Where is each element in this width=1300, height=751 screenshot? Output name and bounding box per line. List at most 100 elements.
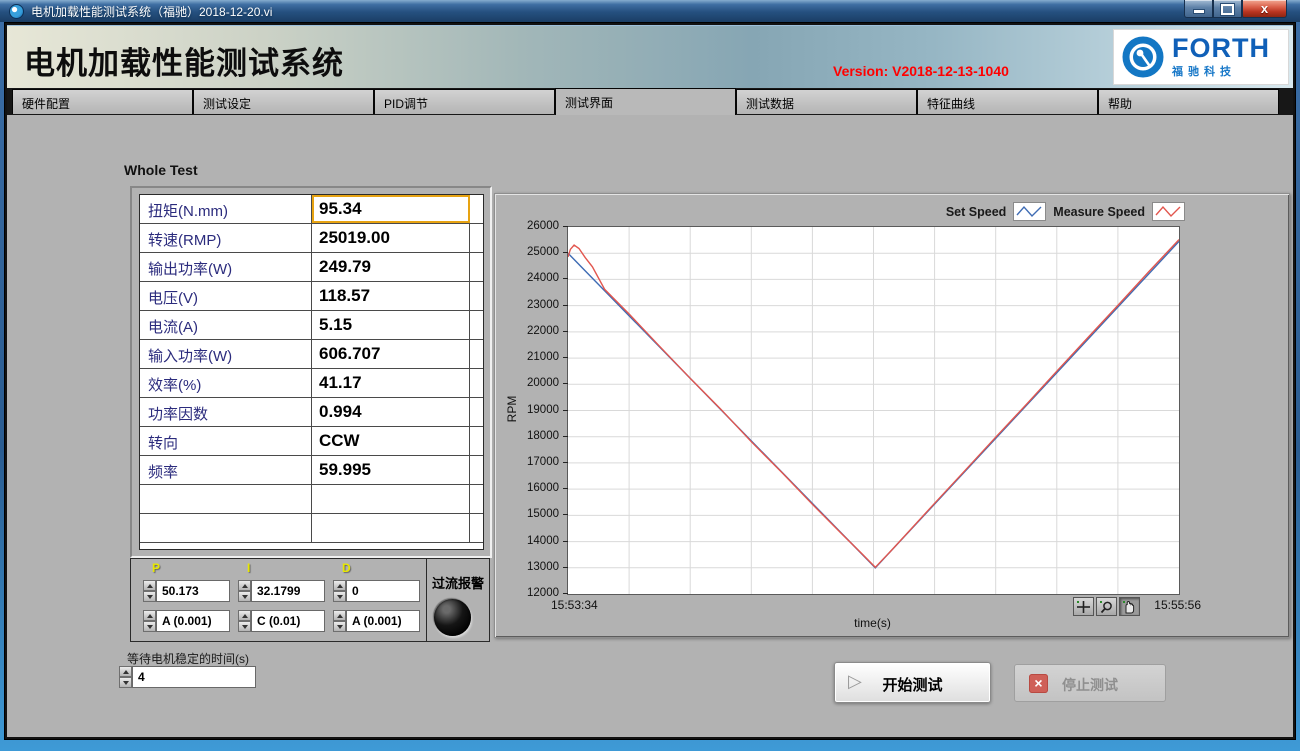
spinner-down-button[interactable] xyxy=(238,621,251,632)
up-arrow-icon xyxy=(241,583,248,588)
pid-gain-control xyxy=(238,610,325,632)
y-tick-label: 19000 xyxy=(527,403,559,416)
up-arrow-icon xyxy=(146,583,153,588)
maximize-button[interactable] xyxy=(1213,0,1242,18)
down-arrow-icon xyxy=(122,680,129,685)
tab-test-interface[interactable]: 测试界面 xyxy=(555,88,736,115)
measurement-value[interactable]: 95.34 xyxy=(312,195,470,223)
y-tick-label: 15000 xyxy=(527,508,559,521)
measurement-value[interactable]: 118.57 xyxy=(312,282,470,310)
spinner-up-button[interactable] xyxy=(333,580,346,591)
measurement-stub xyxy=(470,456,483,484)
legend-plot-box[interactable] xyxy=(1152,202,1185,221)
play-icon: ▷ xyxy=(848,671,862,691)
overcurrent-alarm-led xyxy=(434,599,471,636)
table-row: 输入功率(W) 606.707 xyxy=(140,340,483,369)
crosshair-tool-button[interactable] xyxy=(1073,597,1094,616)
tab-bar: 硬件配置 测试设定 PID调节 测试界面 测试数据 特征曲线 帮助 xyxy=(7,88,1293,115)
spinner-down-button[interactable] xyxy=(143,591,156,602)
measurement-value[interactable] xyxy=(312,514,470,542)
measurement-label: 输出功率(W) xyxy=(140,253,312,281)
spinner-up-button[interactable] xyxy=(119,666,132,677)
measurement-label: 频率 xyxy=(140,456,312,484)
version-label: Version: xyxy=(833,63,889,79)
spinner-down-button[interactable] xyxy=(333,591,346,602)
spinner-down-button[interactable] xyxy=(119,677,132,688)
pid-p-value-input[interactable] xyxy=(156,580,230,602)
y-tick-mark xyxy=(563,514,568,516)
measurement-value[interactable]: 606.707 xyxy=(312,340,470,368)
pid-i-gain-input[interactable] xyxy=(251,610,325,632)
y-tick-label: 18000 xyxy=(527,429,559,442)
pid-i-value-input[interactable] xyxy=(251,580,325,602)
chart-plot-area[interactable] xyxy=(567,226,1180,595)
y-tick-mark xyxy=(563,488,568,490)
tab-characteristic-curve[interactable]: 特征曲线 xyxy=(917,89,1098,114)
pid-d-gain-input[interactable] xyxy=(346,610,420,632)
measurement-value[interactable]: 59.995 xyxy=(312,456,470,484)
measurement-label: 效率(%) xyxy=(140,369,312,397)
measurement-value[interactable]: 41.17 xyxy=(312,369,470,397)
up-arrow-icon xyxy=(336,613,343,618)
measurement-stub xyxy=(470,224,483,252)
measurement-label xyxy=(140,514,312,542)
spinner-up-button[interactable] xyxy=(143,610,156,621)
x-axis-end-label: 15:55:56 xyxy=(1154,598,1201,612)
measurement-value[interactable]: 5.15 xyxy=(312,311,470,339)
pid-d-value-input[interactable] xyxy=(346,580,420,602)
tab-help[interactable]: 帮助 xyxy=(1098,89,1279,114)
y-tick-label: 23000 xyxy=(527,298,559,311)
wait-time-input[interactable] xyxy=(132,666,256,688)
table-row: 转速(RMP) 25019.00 xyxy=(140,224,483,253)
close-button[interactable]: x xyxy=(1242,0,1287,18)
version-text: Version: V2018-12-13-1040 xyxy=(833,63,1009,79)
down-arrow-icon xyxy=(336,594,343,599)
up-arrow-icon xyxy=(241,613,248,618)
zoom-tool-button[interactable] xyxy=(1096,597,1117,616)
pid-p-gain-input[interactable] xyxy=(156,610,230,632)
y-tick-mark xyxy=(563,226,568,227)
y-tick-mark xyxy=(563,566,568,568)
y-tick-mark xyxy=(563,593,568,594)
spinner-down-button[interactable] xyxy=(238,591,251,602)
measurement-value[interactable] xyxy=(312,485,470,513)
pid-d-gain-spinner xyxy=(333,610,346,632)
spinner-up-button[interactable] xyxy=(333,610,346,621)
pid-value-control xyxy=(143,580,230,602)
spinner-up-button[interactable] xyxy=(238,580,251,591)
tab-hardware-config[interactable]: 硬件配置 xyxy=(12,89,193,114)
y-tick-label: 17000 xyxy=(527,455,559,468)
measurement-stub xyxy=(470,282,483,310)
content-pane: Whole Test 扭矩(N.mm) 95.34 转速(RMP) 25019.00 输… xyxy=(7,115,1293,737)
spinner-up-button[interactable] xyxy=(143,580,156,591)
measurement-value[interactable]: 0.994 xyxy=(312,398,470,426)
measurement-stub xyxy=(470,485,483,513)
y-tick-label: 21000 xyxy=(527,351,559,364)
y-tick-mark xyxy=(563,540,568,542)
pan-tool-button[interactable] xyxy=(1119,597,1140,616)
page-title: 电机加载性能测试系统 xyxy=(24,46,344,81)
pan-icon xyxy=(1123,600,1135,613)
measurement-value[interactable]: 249.79 xyxy=(312,253,470,281)
tab-test-data[interactable]: 测试数据 xyxy=(736,89,917,114)
legend-plot-box[interactable] xyxy=(1013,202,1047,221)
tab-pid-tuning[interactable]: PID调节 xyxy=(374,89,555,114)
tab-test-settings[interactable]: 测试设定 xyxy=(193,89,374,114)
minimize-icon xyxy=(1193,9,1204,13)
measurement-stub xyxy=(470,514,483,542)
version-value: V2018-12-13-1040 xyxy=(888,63,1009,79)
minimize-button[interactable] xyxy=(1184,0,1213,18)
table-row: 扭矩(N.mm) 95.34 xyxy=(140,195,483,224)
table-row xyxy=(140,485,483,514)
up-arrow-icon xyxy=(122,669,129,674)
window-title: 电机加载性能测试系统（福驰）2018-12-20.vi xyxy=(31,4,273,19)
down-arrow-icon xyxy=(241,594,248,599)
measurement-value[interactable]: CCW xyxy=(312,427,470,455)
pid-p-gain-spinner xyxy=(143,610,156,632)
spinner-down-button[interactable] xyxy=(333,621,346,632)
start-test-button[interactable]: ▷ 开始测试 xyxy=(834,662,991,703)
measurement-value[interactable]: 25019.00 xyxy=(312,224,470,252)
spinner-down-button[interactable] xyxy=(143,621,156,632)
spinner-up-button[interactable] xyxy=(238,610,251,621)
measurement-stub xyxy=(470,369,483,397)
